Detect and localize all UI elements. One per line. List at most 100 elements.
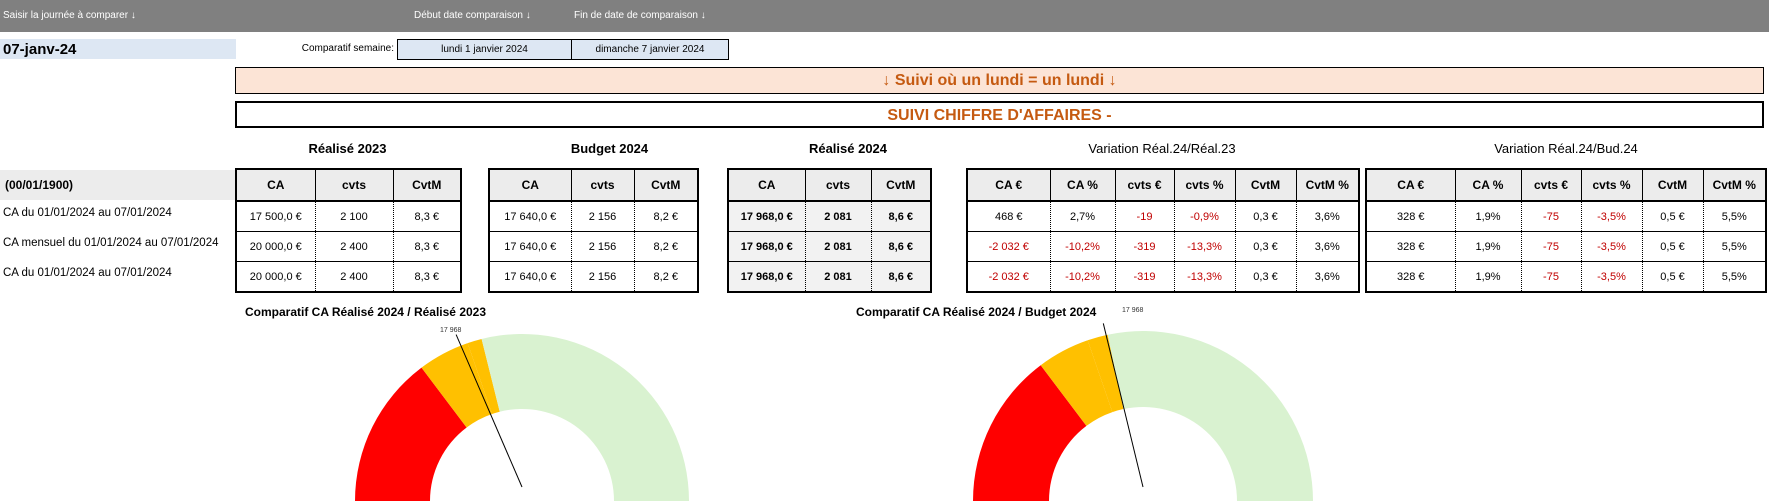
cell-ca-eur[interactable]: 328 € — [1366, 231, 1456, 262]
cell-cvts-pct[interactable]: -0,9% — [1174, 201, 1236, 232]
cell-cvtm[interactable]: 8,6 € — [871, 231, 931, 262]
cell-ca[interactable]: 17 640,0 € — [489, 201, 572, 232]
cell-ca-pct[interactable]: -10,2% — [1050, 231, 1116, 262]
cell-cvts[interactable]: 2 081 — [805, 201, 872, 232]
cell-ca[interactable]: 17 968,0 € — [728, 261, 806, 292]
selected-date[interactable]: 07-janv-24 — [3, 41, 77, 58]
header-start-date: Début date comparaison ↓ — [414, 10, 531, 21]
cell-cvts-eur[interactable]: -75 — [1521, 231, 1582, 262]
cell-cvtm[interactable]: 8,3 € — [393, 231, 461, 262]
cell-cvts-eur[interactable]: -19 — [1115, 201, 1175, 232]
cell-cvts-pct[interactable]: -3,5% — [1581, 261, 1643, 292]
cell-ca-pct[interactable]: 2,7% — [1050, 201, 1116, 232]
cell-ca[interactable]: 17 640,0 € — [489, 261, 572, 292]
col-header: CvtM — [393, 169, 461, 202]
cell-cvtm[interactable]: 0,3 € — [1235, 201, 1297, 232]
col-header: CA € — [967, 169, 1051, 202]
cell-ca[interactable]: 17 968,0 € — [728, 231, 806, 262]
cell-ca-eur[interactable]: 328 € — [1366, 261, 1456, 292]
cell-cvtm-pct[interactable]: 5,5% — [1721, 270, 1747, 283]
table-row: 468 € 2,7% -19 -0,9% 0,3 € 3,6% — [967, 201, 1359, 232]
cell-cvts[interactable]: 2 100 — [315, 201, 394, 232]
cell-cvtm-pct[interactable]: 3,6% — [1296, 201, 1359, 232]
cell-cvtm-pct[interactable]: 5,5% — [1703, 231, 1766, 262]
gauge-zone-green — [481, 334, 689, 501]
table-row: 17 640,0 € 2 156 8,2 € — [489, 231, 698, 262]
selected-date-cell[interactable] — [0, 39, 236, 59]
cell-ca-pct[interactable]: -10,2% — [1050, 261, 1116, 292]
col-header: CA € — [1366, 169, 1456, 202]
col-header: CvtM — [1642, 169, 1704, 202]
cell-ca-eur[interactable]: 328 € — [1366, 201, 1456, 232]
col-header: cvts — [571, 169, 635, 202]
cell-ca[interactable]: 17 500,0 € — [236, 201, 316, 232]
gauge-needle — [455, 334, 523, 488]
cell-ca[interactable]: 17 968,0 € — [728, 201, 806, 232]
cell-cvtm[interactable]: 8,6 € — [871, 201, 931, 232]
banner-lundi: ↓ Suivi où un lundi = un lundi ↓ — [235, 67, 1764, 94]
gauge-zone-orange-2 — [467, 338, 500, 415]
week-start-cell[interactable]: lundi 1 janvier 2024 — [397, 39, 572, 60]
cell-cvts[interactable]: 2 081 — [805, 231, 872, 262]
week-end-cell[interactable]: dimanche 7 janvier 2024 — [571, 39, 729, 60]
cell-cvts-pct[interactable]: -13,3% — [1174, 231, 1236, 262]
title-realise-2023: Réalisé 2023 — [308, 141, 387, 156]
cell-cvts-pct[interactable]: -3,5% — [1581, 231, 1643, 262]
table-row: 20 000,0 € 2 400 8,3 € — [236, 261, 461, 292]
col-header: cvts € — [1115, 169, 1175, 202]
cell-cvtm-pct[interactable]: 3,6% — [1296, 231, 1359, 262]
cell-cvts[interactable]: 2 156 — [571, 231, 635, 262]
cell-ca-eur[interactable]: -2 032 € — [967, 231, 1051, 262]
table-var-r24-b24: CA € CA % cvts € cvts % CvtM CvtM % 328 … — [1365, 168, 1767, 293]
table-row: 328 € 1,9% -75 -3,5% 0,5 € 5,5% — [1366, 231, 1766, 262]
gauge-2-chart — [973, 323, 1313, 501]
cell-cvts-eur[interactable]: -75 — [1521, 261, 1582, 292]
cell-ca-pct[interactable]: 1,9% — [1455, 201, 1522, 232]
cell-cvtm[interactable]: 8,2 € — [634, 231, 698, 262]
cell-ca-pct[interactable]: 1,9% — [1455, 261, 1522, 292]
cell-cvtm[interactable]: 0,3 € — [1235, 261, 1297, 292]
cell-cvtm[interactable]: 8,3 € — [414, 270, 439, 283]
cell-ca[interactable]: 20 000,0 € — [236, 231, 316, 262]
gauge-zone-red — [355, 367, 467, 501]
header-bar: Saisir la journée à comparer ↓ Début dat… — [0, 0, 1769, 32]
cell-cvtm[interactable]: 8,3 € — [393, 201, 461, 232]
cell-ca[interactable]: 20 000,0 € — [236, 261, 316, 292]
cell-cvtm[interactable]: 8,2 € — [634, 201, 698, 232]
col-header: cvts — [805, 169, 872, 202]
cell-cvts[interactable]: 2 081 — [805, 261, 872, 292]
cell-cvts[interactable]: 2 400 — [315, 231, 394, 262]
cell-cvts-pct[interactable]: -3,5% — [1581, 201, 1643, 232]
col-header: CA — [489, 169, 572, 202]
cell-ca[interactable]: 17 640,0 € — [489, 231, 572, 262]
row-label-period: CA du 01/01/2024 au 07/01/2024 — [3, 267, 172, 279]
cell-cvtm[interactable]: 0,3 € — [1235, 231, 1297, 262]
cell-cvts-pct[interactable]: -13,3% — [1174, 261, 1236, 292]
cell-cvtm-pct[interactable]: 3,6% — [1314, 270, 1340, 283]
header-end-date: Fin de date de comparaison ↓ — [574, 10, 706, 21]
row-label-week: CA du 01/01/2024 au 07/01/2024 — [3, 207, 172, 219]
col-header: CA — [728, 169, 806, 202]
cell-ca-pct[interactable]: 1,9% — [1455, 231, 1522, 262]
cell-cvtm-pct[interactable]: 5,5% — [1703, 201, 1766, 232]
gauge-needle — [1102, 323, 1144, 488]
cell-cvtm[interactable]: 8,2 € — [653, 270, 678, 283]
col-header: CA % — [1455, 169, 1522, 202]
cell-cvtm[interactable]: 8,6 € — [871, 261, 931, 292]
cell-cvts-eur[interactable]: -319 — [1115, 261, 1175, 292]
table-row: 17 968,0 € 2 081 8,6 € — [728, 261, 931, 292]
cell-cvts-eur[interactable]: -75 — [1521, 201, 1582, 232]
cell-cvts-eur[interactable]: -319 — [1115, 231, 1175, 262]
cell-cvts[interactable]: 2 156 — [571, 201, 635, 232]
col-header: CvtM — [871, 169, 931, 202]
cell-cvtm[interactable]: 0,5 € — [1642, 201, 1704, 232]
col-header: CA — [236, 169, 316, 202]
cell-cvts[interactable]: 2 156 — [571, 261, 635, 292]
table-row: 328 € 1,9% -75 -3,5% 0,5 € 5,5% — [1366, 261, 1766, 292]
cell-cvtm[interactable]: 0,5 € — [1642, 231, 1704, 262]
gauge-1-title: Comparatif CA Réalisé 2024 / Réalisé 202… — [245, 305, 487, 319]
cell-ca-eur[interactable]: -2 032 € — [967, 261, 1051, 292]
cell-cvts[interactable]: 2 400 — [315, 261, 394, 292]
cell-ca-eur[interactable]: 468 € — [967, 201, 1051, 232]
cell-cvtm[interactable]: 0,5 € — [1642, 261, 1704, 292]
